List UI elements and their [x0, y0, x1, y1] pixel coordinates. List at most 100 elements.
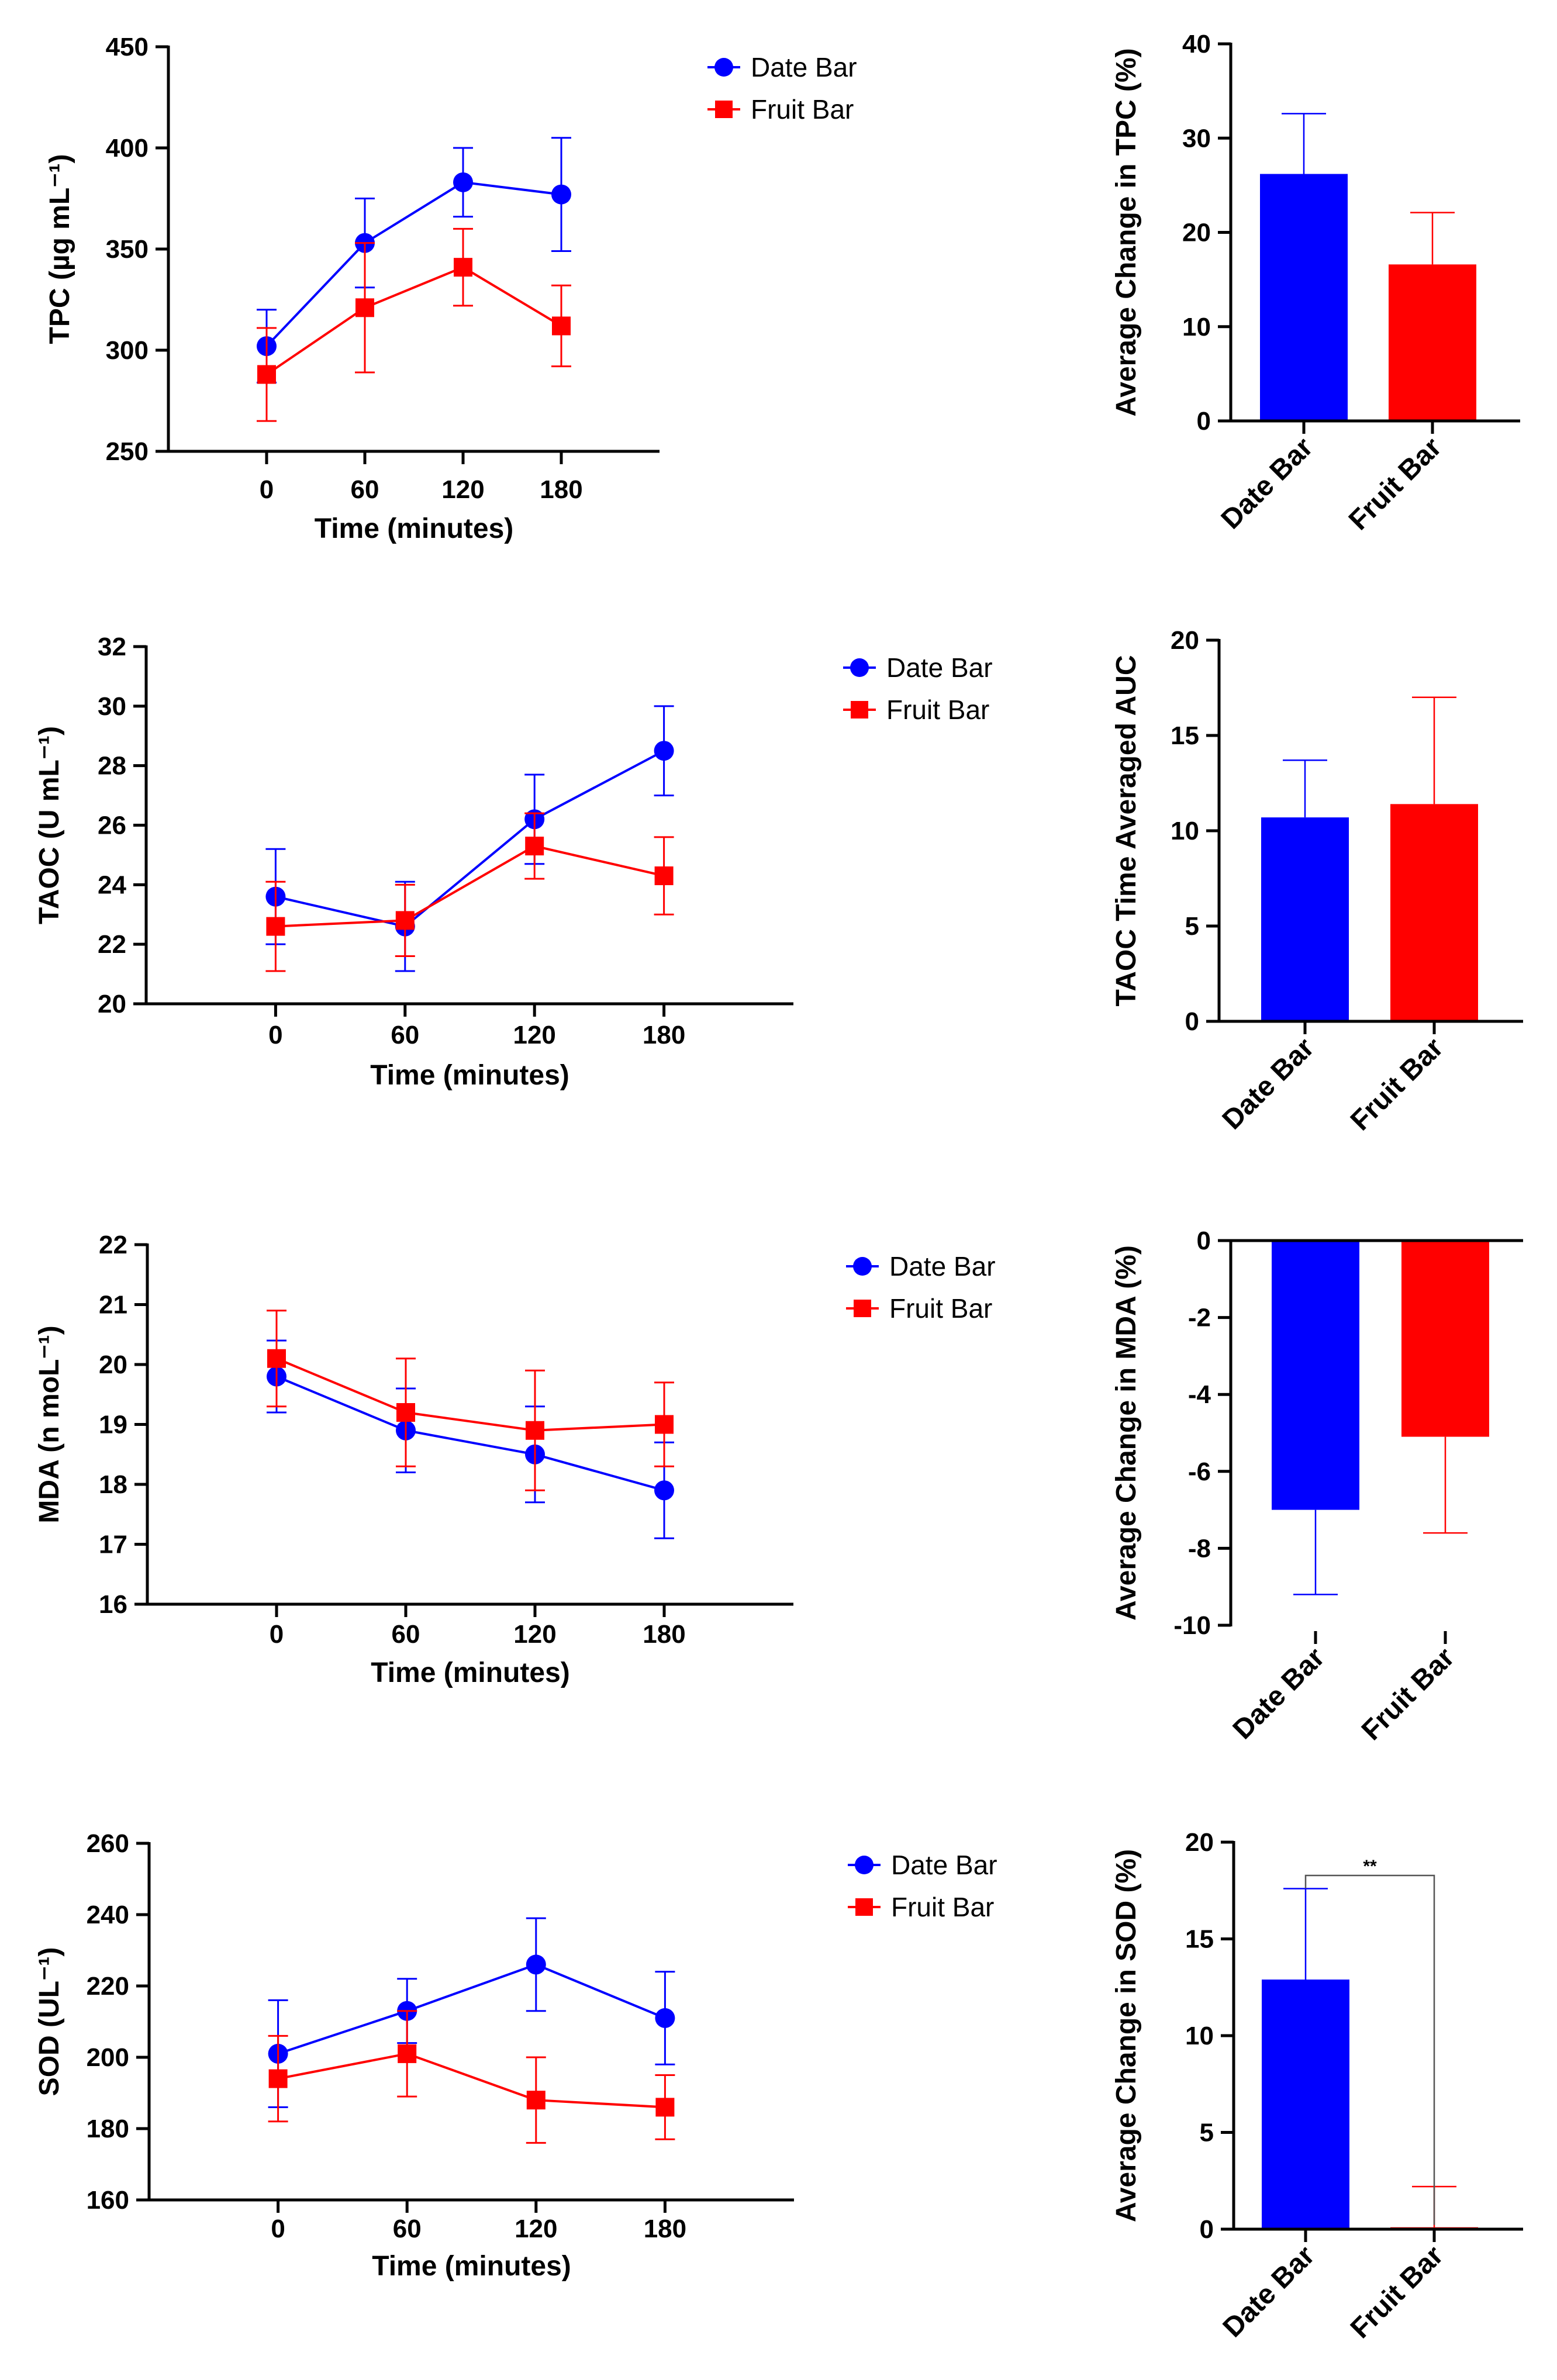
x-tick-label: 0 — [268, 1021, 282, 1049]
legend-label: Date Bar — [891, 1850, 997, 1880]
bar-date-bar — [1260, 174, 1348, 421]
series-line — [265, 181, 562, 347]
y-tick-label: 26 — [98, 811, 126, 840]
series-line — [276, 1357, 665, 1432]
y-tick-label: 0 — [1197, 1227, 1211, 1255]
data-point — [654, 866, 674, 886]
data-point — [526, 1954, 546, 1975]
y-tick-label: 0 — [1197, 407, 1211, 436]
y-tick-label: 350 — [106, 235, 149, 264]
x-category-label: Date Bar — [1217, 1032, 1320, 1135]
series-date-bar — [257, 137, 571, 384]
series-line — [277, 1963, 666, 2055]
y-tick-label: 160 — [87, 2186, 129, 2215]
series-fruit-bar — [267, 1310, 674, 1491]
x-category-label: Date Bar — [1217, 2240, 1321, 2343]
series-line — [275, 749, 665, 928]
bar-date-bar — [1261, 817, 1349, 1021]
y-tick-label: 17 — [99, 1531, 127, 1559]
y-axis-title: TPC (µg mL⁻¹) — [44, 154, 75, 344]
data-point — [267, 1349, 286, 1368]
y-tick-label: 20 — [1182, 219, 1211, 247]
tpc-line-panel: 250 300 350 400 450 0 60 120 180 Time (minutes) TP… — [44, 33, 857, 544]
legend-label: Date Bar — [886, 652, 993, 683]
data-point — [654, 1480, 674, 1501]
x-category-label: Date Bar — [1227, 1642, 1331, 1745]
data-point — [655, 1415, 674, 1434]
legend-marker-circle — [850, 658, 869, 677]
y-tick-label: -10 — [1173, 1611, 1211, 1640]
bar-fruit-bar — [1390, 804, 1478, 1021]
tpc-bar-panel: 0 10 20 30 40 Date Bar Fruit Bar Average Change… — [1111, 30, 1520, 536]
y-tick-label: 32 — [98, 633, 126, 661]
data-point — [552, 316, 571, 336]
y-tick-label: 22 — [99, 1231, 127, 1259]
x-category-label: Fruit Bar — [1343, 431, 1448, 536]
legend-label: Fruit Bar — [891, 1892, 994, 1922]
sod-line-panel: 160 180 200 220 240 260 0 60 120 180 Time (minutes… — [34, 1829, 997, 2282]
y-tick-label: 16 — [99, 1590, 127, 1619]
data-point — [257, 365, 276, 384]
x-axis-title: Time (minutes) — [315, 513, 514, 544]
data-point — [398, 2044, 417, 2063]
y-tick-label: 20 — [1185, 1828, 1214, 1857]
y-tick-label: 15 — [1185, 1925, 1214, 1954]
data-point — [266, 917, 285, 936]
y-tick-label: 0 — [1185, 1007, 1199, 1036]
data-point — [551, 184, 571, 205]
y-tick-label: 30 — [1182, 124, 1211, 153]
series-line — [265, 265, 562, 376]
x-tick-label: 0 — [271, 2215, 285, 2243]
significance-label: ** — [1363, 1857, 1377, 1876]
mda-bar-panel: -10 -8 -6 -4 -2 0 Date Bar Fruit Bar Average Cha… — [1111, 1227, 1523, 1746]
x-category-label: Fruit Bar — [1356, 1642, 1461, 1746]
x-tick-label: 60 — [391, 1021, 419, 1049]
y-axis-title: Average Change in SOD (%) — [1111, 1849, 1142, 2222]
y-tick-label: 24 — [98, 871, 126, 899]
y-tick-label: 30 — [98, 692, 126, 721]
y-tick-label: 5 — [1200, 2119, 1214, 2147]
taoc-bar-panel: 0 5 10 15 20 Date Bar Fruit Bar TAOC Time Avera… — [1111, 626, 1523, 1137]
x-axis-title: Time (minutes) — [371, 1657, 570, 1688]
y-axis-title: TAOC (U mL⁻¹) — [34, 726, 65, 924]
y-tick-label: 5 — [1185, 912, 1199, 941]
legend: Date Bar Fruit Bar — [848, 1850, 997, 1922]
data-point — [395, 911, 415, 930]
bar-fruit-bar — [1389, 264, 1476, 421]
series-date-bar — [265, 705, 674, 972]
taoc-line-panel: 20 22 24 26 28 30 32 0 60 120 180 Time (minutes) TAO… — [34, 633, 993, 1091]
bar-fruit-bar — [1401, 1241, 1489, 1437]
y-tick-label: -2 — [1188, 1304, 1211, 1332]
data-point — [655, 2008, 675, 2028]
y-tick-label: 450 — [106, 33, 149, 61]
legend-marker-circle — [853, 1257, 872, 1276]
y-tick-label: 400 — [106, 134, 149, 163]
x-tick-label: 120 — [515, 2215, 557, 2243]
legend-label: Fruit Bar — [751, 94, 854, 125]
y-tick-label: 40 — [1182, 30, 1211, 58]
y-axis-title: MDA (n moL⁻¹) — [34, 1325, 65, 1523]
x-tick-label: 0 — [270, 1620, 284, 1649]
y-tick-label: 20 — [98, 990, 126, 1018]
series-date-bar — [267, 1339, 674, 1539]
series-line — [276, 1375, 665, 1492]
y-tick-label: 19 — [99, 1411, 127, 1439]
y-axis-title: SOD (UL⁻¹) — [34, 1947, 65, 2096]
y-axis-title: TAOC Time Averaged AUC — [1111, 655, 1142, 1006]
series-line — [275, 845, 665, 928]
y-tick-label: 18 — [99, 1470, 127, 1499]
series-date-bar — [268, 1917, 675, 2108]
data-point — [525, 837, 544, 856]
x-axis-title: Time (minutes) — [370, 1060, 569, 1091]
data-point — [526, 1421, 544, 1440]
series-fruit-bar — [257, 227, 571, 422]
x-tick-label: 0 — [260, 475, 274, 504]
x-category-label: Fruit Bar — [1345, 1032, 1449, 1137]
y-tick-label: -6 — [1188, 1457, 1211, 1486]
y-axis-title: Average Change in MDA (%) — [1111, 1245, 1142, 1621]
y-tick-label: 200 — [87, 2043, 129, 2072]
x-axis-title: Time (minutes) — [372, 2251, 571, 2282]
y-tick-label: 22 — [98, 930, 126, 959]
data-point — [355, 298, 374, 317]
